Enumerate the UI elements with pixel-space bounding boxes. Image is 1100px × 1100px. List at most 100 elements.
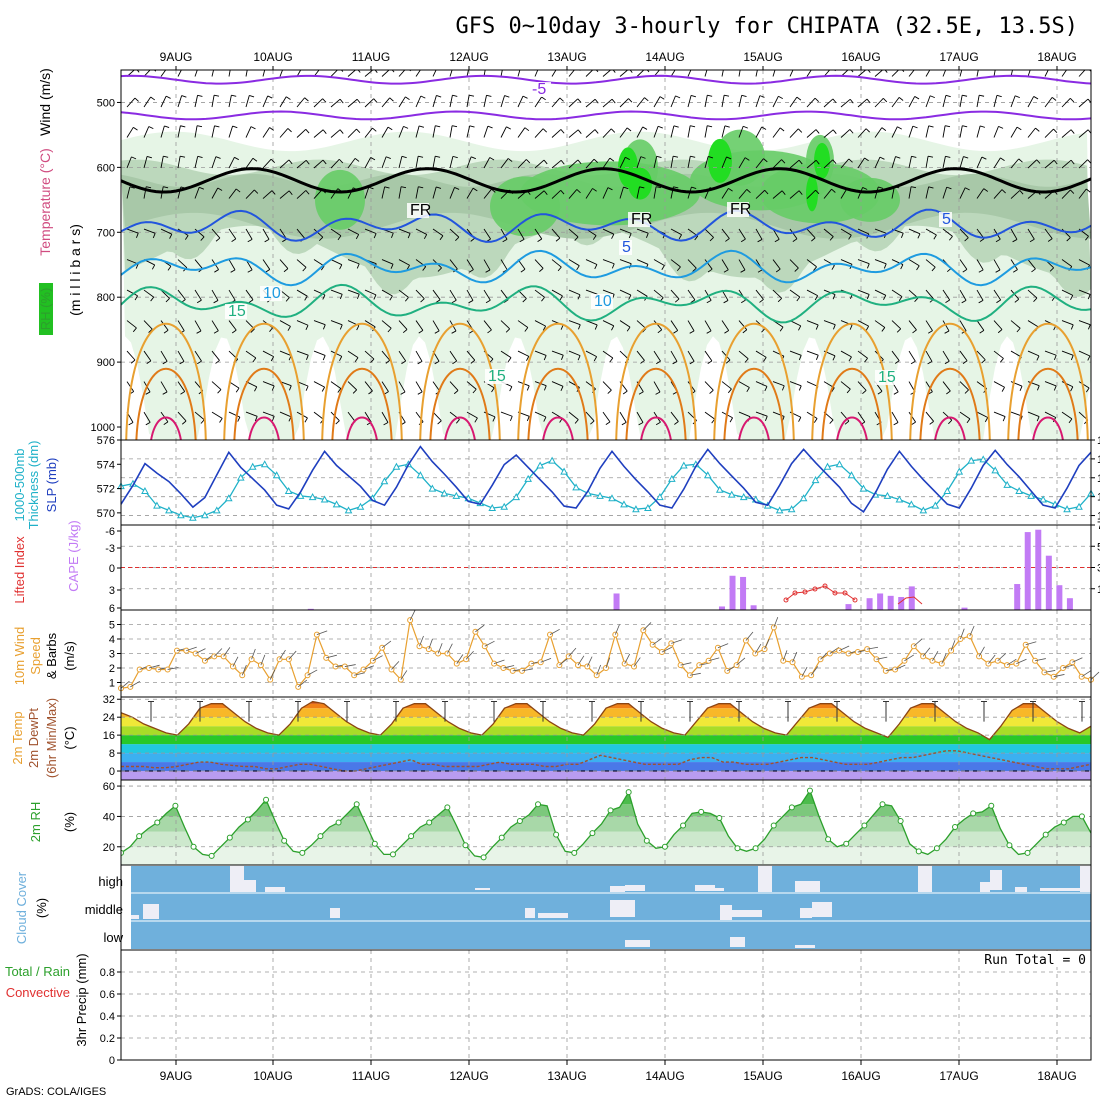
wind-barb	[738, 228, 746, 240]
tick-label: 32	[103, 694, 115, 706]
wind-barb	[228, 228, 237, 240]
tick-label: 0.8	[100, 967, 115, 979]
wind-barb	[211, 187, 219, 199]
wind-barb-flag	[946, 390, 951, 395]
wind-barb	[721, 95, 725, 108]
thickness-marker	[500, 502, 509, 510]
wind-barb-flag	[794, 267, 799, 272]
wind-barb	[585, 158, 595, 169]
rh-marker	[897, 817, 904, 824]
wind-barb	[755, 95, 761, 108]
wind-barb	[1061, 98, 1071, 108]
wind-barb	[177, 259, 188, 268]
wind-barb-flag	[384, 186, 390, 189]
wind-barb	[211, 95, 215, 108]
slp-line	[120, 445, 1092, 513]
wind-barb	[483, 289, 491, 301]
thickness-marker	[141, 486, 149, 494]
wind-barb	[969, 625, 975, 637]
wind-barb	[432, 228, 444, 237]
wind-barb	[466, 125, 471, 138]
tick-label: 570	[97, 508, 115, 520]
wind-barb-flag	[165, 298, 170, 303]
wind-barb-flag	[815, 355, 819, 361]
rh-marker	[788, 804, 795, 811]
surface-isotherm-loop	[542, 416, 574, 440]
wind-barb	[1025, 641, 1037, 646]
wind-barb-flag	[452, 125, 458, 128]
wind-barb	[1078, 98, 1089, 108]
wind-barb	[568, 411, 579, 420]
wind-barb-flag	[574, 419, 579, 424]
wind-barb-flag	[813, 266, 817, 271]
panel-axis-title: RH (%)	[38, 288, 53, 331]
wind-barb	[228, 259, 236, 271]
wind-barb	[806, 97, 816, 108]
wind-barb-flag	[607, 187, 613, 191]
wind-barb	[381, 186, 386, 199]
date-tick-label: 13AUG	[547, 50, 586, 64]
wind-barb-flag	[200, 419, 205, 424]
wind-barb	[428, 638, 433, 650]
isotherm	[121, 110, 1091, 121]
tick-label: 0	[109, 766, 115, 778]
surface-isotherm-loop	[1032, 416, 1064, 440]
wind-barb-flag	[609, 157, 615, 162]
wind-barb	[372, 655, 383, 662]
wind-barb	[1078, 159, 1088, 169]
rh-marker	[281, 837, 288, 844]
wind-barb-flag	[287, 128, 292, 133]
wind-barb-flag	[896, 328, 902, 333]
wind-barb	[363, 665, 375, 670]
wind-barb	[177, 95, 183, 108]
wind-barb	[976, 259, 984, 271]
wind-barb-flag	[610, 128, 616, 133]
wind-barb	[680, 662, 692, 666]
contour-label-bg	[628, 212, 650, 227]
wind-barb-flag	[352, 389, 357, 394]
wind-barb-flag	[1014, 65, 1019, 66]
rh-marker	[154, 819, 161, 826]
thickness-marker	[284, 486, 293, 494]
thickness-marker	[416, 471, 425, 479]
wind-barb	[755, 158, 764, 169]
wind-barb-flag	[945, 94, 951, 98]
wind-barb	[959, 228, 969, 238]
wind-barb	[959, 70, 963, 77]
wind-barb	[755, 411, 768, 417]
wind-barb	[245, 95, 250, 108]
wind-barb-flag	[368, 390, 373, 395]
wind-barb	[1078, 70, 1086, 77]
wind-barb	[1027, 350, 1040, 357]
wind-barb	[211, 350, 220, 361]
wind-barb-flag	[423, 234, 428, 240]
run-total-box	[978, 951, 1090, 967]
wind-barb	[1027, 228, 1035, 240]
wind-barb	[195, 648, 206, 654]
wind-barb	[330, 129, 341, 138]
wind-barb-flag	[655, 421, 661, 426]
wind-barb	[449, 70, 453, 77]
thickness-marker	[332, 500, 341, 508]
wind-barb	[908, 96, 916, 108]
wind-barb	[839, 645, 850, 651]
wind-barb-flag	[709, 389, 714, 394]
wind-barb-flag	[979, 330, 985, 334]
cape-bar	[961, 607, 968, 610]
wind-barb	[211, 156, 217, 169]
axis-title-part: RH (%)	[38, 288, 53, 331]
wind-barb	[653, 126, 659, 138]
wind-barb	[381, 640, 392, 649]
wind-barb	[942, 411, 953, 421]
tick-label: 1	[109, 678, 115, 690]
wind-barb-flag	[628, 233, 632, 239]
wind-barb-flag	[215, 360, 220, 364]
wind-barb-flag	[231, 94, 237, 97]
wind-barb	[1010, 259, 1018, 270]
thickness-marker	[452, 491, 461, 499]
wind-barb-flag	[724, 125, 730, 128]
wind-barb-flag	[134, 295, 138, 301]
wind-barb	[993, 157, 1001, 169]
date-labels-top: 9AUG 10AUG 11AUG 12AUG 13AUG 14AUG 15AUG 16AUG 1…	[160, 50, 1077, 64]
wind-barb-flag	[451, 330, 457, 334]
